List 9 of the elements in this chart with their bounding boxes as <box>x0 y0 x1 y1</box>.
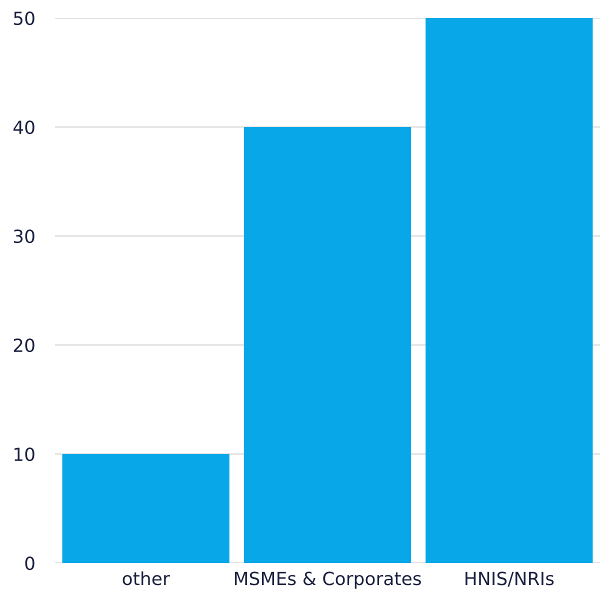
x-tick-label: MSMEs & Corporates <box>234 572 421 589</box>
y-tick-label: 20 <box>14 338 34 352</box>
y-tick-label: 0 <box>25 556 34 570</box>
y-tick-label: 40 <box>13 120 34 134</box>
y-tick-label: 30 <box>14 229 34 244</box>
y-tick-label: 50 <box>14 11 34 26</box>
x-tick-label: other <box>122 571 170 586</box>
y-tick-label: 10 <box>14 447 34 462</box>
x-tick-label: HNIS/NRIs <box>466 572 554 587</box>
